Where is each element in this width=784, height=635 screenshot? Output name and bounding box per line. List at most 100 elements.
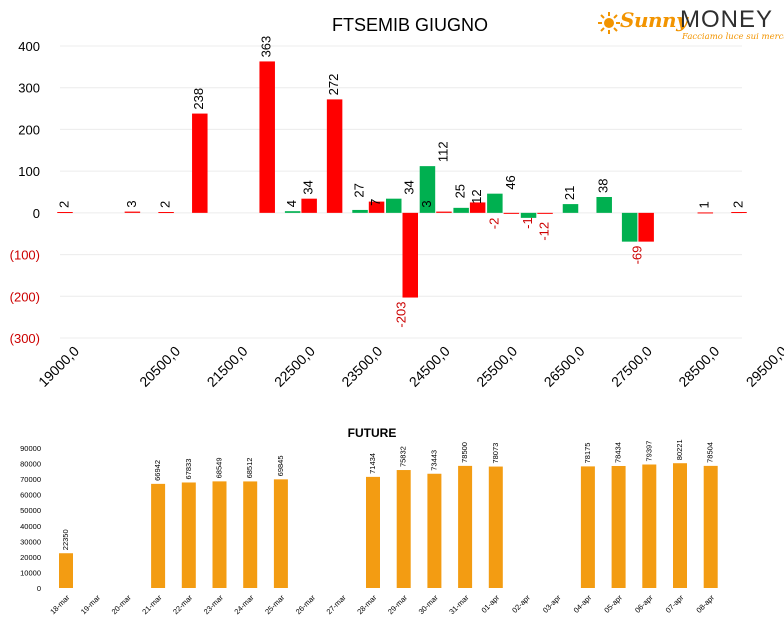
green-bar	[520, 212, 537, 218]
y-tick-label: 400	[18, 39, 40, 54]
red-bar	[192, 113, 208, 213]
x-tick-label: 26500,0	[541, 343, 588, 390]
bar-value-label: 2	[158, 201, 173, 208]
future-y-tick-label: 0	[37, 584, 41, 593]
future-x-tick-label: 02-apr	[510, 593, 532, 615]
future-y-tick-label: 60000	[20, 491, 41, 500]
red-bar	[469, 202, 486, 213]
bar-value-label: 25	[453, 184, 468, 198]
future-x-tick-label: 29-mar	[386, 593, 410, 617]
red-bar	[638, 212, 654, 242]
future-x-tick-label: 28-mar	[355, 593, 379, 617]
green-bar	[453, 207, 469, 213]
bar-value-label: 38	[596, 179, 611, 193]
future-y-tick-label: 20000	[20, 553, 41, 562]
future-bar-value-label: 78500	[460, 442, 469, 463]
future-bar-value-label: 73443	[429, 450, 438, 471]
x-tick-label: 23500,0	[338, 343, 385, 390]
future-x-tick-label: 18-mar	[48, 593, 72, 617]
future-bar-value-label: 79397	[644, 441, 653, 462]
red-bar	[158, 212, 174, 214]
red-bar	[368, 201, 385, 213]
y-tick-label: (100)	[10, 248, 40, 263]
chart-title: FTSEMIB GIUGNO	[332, 15, 488, 35]
future-y-tick-label: 40000	[20, 522, 41, 531]
future-bar-value-label: 69845	[276, 455, 285, 476]
future-x-tick-label: 23-mar	[202, 593, 226, 617]
future-x-tick-label: 22-mar	[171, 593, 195, 617]
future-bar	[458, 465, 473, 588]
future-bar-value-label: 22350	[61, 529, 70, 550]
future-y-tick-label: 90000	[20, 444, 41, 453]
bar-value-label: -1	[520, 217, 535, 229]
future-bar	[59, 553, 73, 588]
green-bar	[562, 204, 579, 213]
y-tick-label: 100	[18, 164, 40, 179]
bar-value-label: 4	[284, 200, 299, 207]
bar-value-label: 238	[191, 88, 206, 110]
y-tick-label: 300	[18, 81, 40, 96]
bar-value-label: 363	[259, 36, 274, 58]
logo-tagline: Facciamo luce sui mercati	[682, 32, 784, 42]
future-x-tick-label: 21-mar	[140, 593, 164, 617]
red-bar	[537, 212, 553, 214]
sunny-money-logo: Sunny MONEY Facciamo luce sui mercati	[594, 4, 784, 44]
future-bar	[151, 483, 166, 588]
future-bar-value-label: 75832	[399, 446, 408, 467]
x-tick-label: 29500,0	[743, 343, 784, 390]
future-y-tick-label: 70000	[20, 475, 41, 484]
x-tick-label: 27500,0	[608, 343, 655, 390]
x-tick-label: 24500,0	[406, 343, 453, 390]
future-bar	[212, 481, 227, 588]
bar-value-label: 12	[469, 189, 484, 203]
future-x-tick-label: 27-mar	[325, 593, 349, 617]
bar-value-label: 34	[402, 180, 417, 194]
future-bar-value-label: 78175	[583, 443, 592, 464]
bar-value-label: 112	[435, 141, 450, 162]
future-bar	[673, 463, 687, 588]
red-bar	[402, 212, 418, 298]
future-bar-value-label: 78073	[491, 443, 500, 464]
future-x-tick-label: 30-mar	[417, 593, 441, 617]
red-bar	[503, 212, 520, 214]
y-tick-label: 0	[33, 206, 40, 221]
future-bar	[427, 473, 442, 588]
y-tick-label: (300)	[10, 331, 40, 346]
future-y-tick-label: 10000	[20, 568, 41, 577]
future-bar-value-label: 68512	[245, 458, 254, 479]
future-bar-value-label: 67833	[184, 459, 193, 480]
future-x-tick-label: 31-mar	[447, 593, 471, 617]
future-x-tick-label: 07-apr	[664, 593, 686, 615]
future-x-tick-label: 19-mar	[79, 593, 103, 617]
future-bar	[642, 464, 657, 588]
future-x-tick-label: 25-mar	[263, 593, 287, 617]
bar-value-label: -203	[393, 302, 408, 328]
bar-value-label: 3	[124, 200, 139, 207]
bar-value-label: 2	[730, 201, 745, 208]
future-y-tick-label: 80000	[20, 460, 41, 469]
bar-value-label: 7	[368, 199, 383, 206]
future-x-tick-label: 03-apr	[541, 593, 563, 615]
bar-value-label: 21	[562, 186, 577, 200]
bar-value-label: 1	[697, 201, 712, 208]
x-tick-label: 25500,0	[473, 343, 520, 390]
future-bar	[396, 470, 411, 588]
bar-value-label: 27	[351, 183, 366, 197]
bar-value-label: -69	[629, 246, 644, 265]
red-bar	[301, 198, 317, 213]
future-y-tick-label: 30000	[20, 537, 41, 546]
future-x-tick-label: 04-apr	[572, 593, 594, 615]
future-bar-value-label: 78434	[614, 442, 623, 463]
future-bar-value-label: 78504	[706, 442, 715, 463]
future-bar-value-label: 66942	[153, 460, 162, 481]
future-x-tick-label: 01-apr	[480, 593, 502, 615]
future-y-tick-label: 50000	[20, 506, 41, 515]
green-bar	[284, 211, 301, 213]
future-bar	[366, 476, 380, 588]
green-bar	[386, 198, 402, 213]
green-bar	[487, 193, 503, 213]
green-bar	[352, 209, 368, 213]
future-bar	[181, 482, 196, 588]
future-volume-chart: FUTURE 0 10000 20000 30000 40000 50000 60000 700…	[20, 426, 718, 617]
red-bar	[731, 212, 747, 214]
